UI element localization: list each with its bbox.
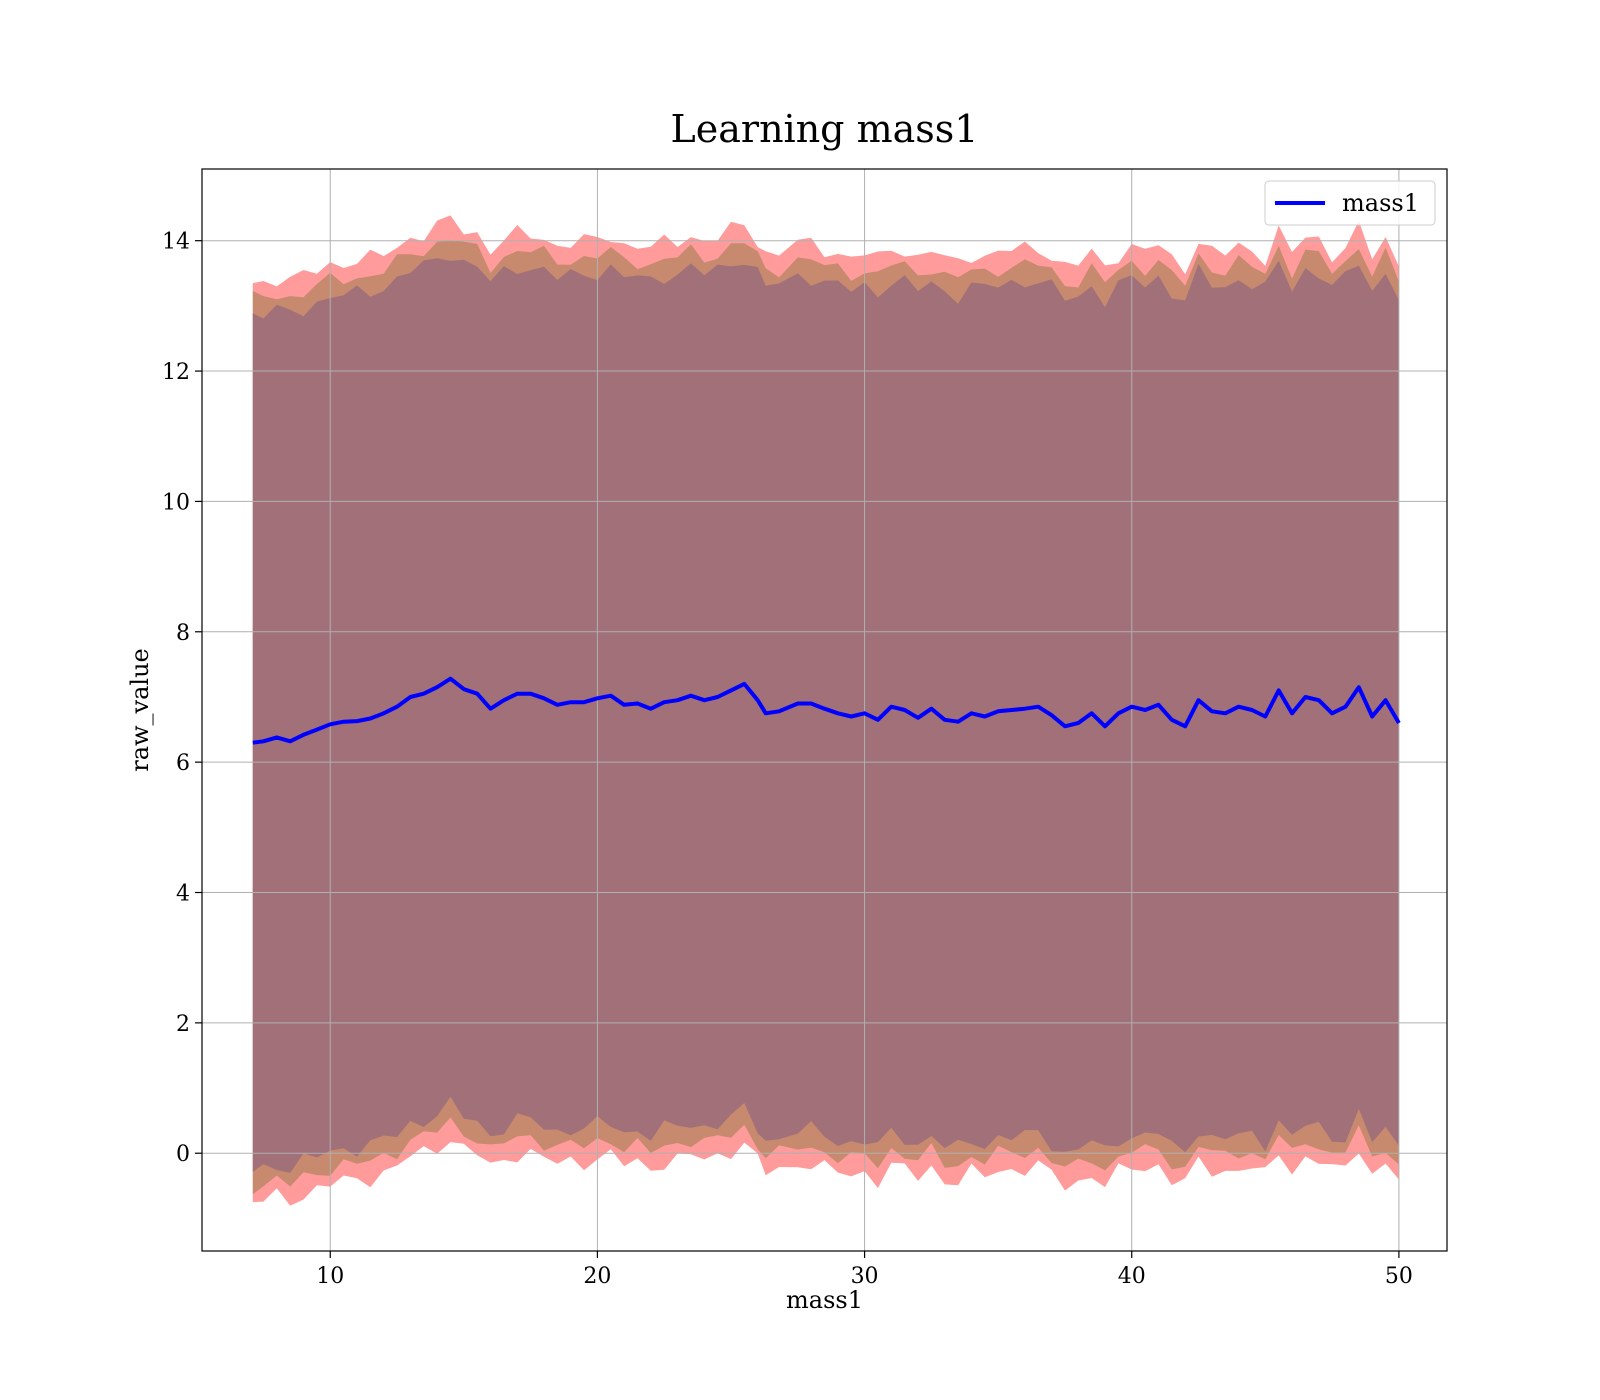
- legend: mass1: [1264, 180, 1436, 226]
- plot-frame: [201, 168, 1448, 1252]
- x-tick-label: 30: [851, 1264, 879, 1289]
- x-tick-label: 10: [316, 1264, 344, 1289]
- y-tick-label: 10: [162, 490, 190, 515]
- axis-ticks: 10 20 30 40 50 0 2 4 6 8 10 12 14: [162, 230, 1413, 1289]
- y-axis-label: raw_value: [126, 648, 154, 772]
- y-tick-label: 4: [176, 882, 190, 907]
- y-tick-label: 12: [162, 360, 190, 385]
- legend-entry-mass1: mass1: [1342, 189, 1419, 217]
- chart-title: Learning mass1: [671, 107, 979, 151]
- y-tick-label: 8: [176, 621, 190, 646]
- series-layer: [252, 676, 1401, 745]
- x-tick-label: 20: [583, 1264, 611, 1289]
- legend-box: [1264, 180, 1436, 226]
- y-tick-label: 0: [176, 1142, 190, 1167]
- series-line-mass1: [252, 676, 1401, 745]
- x-tick-label: 40: [1118, 1264, 1146, 1289]
- grid: [202, 169, 1447, 1251]
- band-inner: [252, 258, 1399, 1173]
- x-tick-label: 50: [1385, 1264, 1413, 1289]
- x-axis-label: mass1: [786, 1286, 863, 1314]
- y-tick-label: 14: [162, 230, 190, 255]
- y-tick-label: 6: [176, 751, 190, 776]
- y-tick-label: 2: [176, 1012, 190, 1037]
